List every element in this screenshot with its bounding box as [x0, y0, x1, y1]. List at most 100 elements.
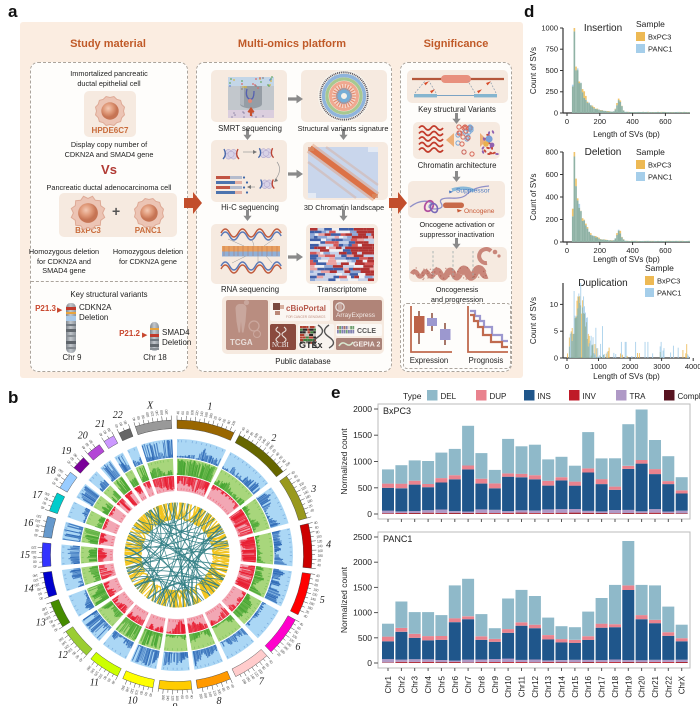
svg-text:120: 120: [170, 695, 174, 701]
svg-text:80: 80: [88, 439, 93, 444]
svg-text:120: 120: [150, 411, 155, 417]
svg-text:80: 80: [49, 619, 54, 624]
svg-text:Chr2: Chr2: [397, 675, 406, 693]
svg-text:140: 140: [89, 667, 95, 674]
svg-text:Complex: Complex: [678, 392, 700, 401]
svg-text:140: 140: [310, 597, 316, 602]
svg-text:80: 80: [315, 530, 319, 535]
svg-text:160: 160: [120, 684, 126, 691]
svg-text:60: 60: [70, 456, 75, 461]
svg-text:80: 80: [37, 587, 42, 592]
svg-text:40: 40: [98, 432, 103, 437]
svg-text:160: 160: [204, 412, 209, 418]
svg-text:100: 100: [45, 615, 52, 621]
svg-text:17: 17: [32, 490, 43, 501]
svg-text:40: 40: [241, 427, 246, 432]
svg-text:140: 140: [249, 673, 255, 680]
svg-text:120: 120: [129, 688, 135, 694]
svg-text:40: 40: [268, 659, 273, 664]
svg-text:500: 500: [358, 633, 372, 643]
svg-text:120: 120: [253, 671, 259, 678]
svg-text:40: 40: [189, 695, 193, 699]
svg-text:120: 120: [93, 670, 99, 677]
svg-text:40: 40: [299, 622, 304, 627]
svg-text:18: 18: [46, 465, 56, 476]
svg-text:60: 60: [296, 626, 301, 631]
svg-text:60: 60: [265, 662, 270, 667]
svg-text:80: 80: [44, 496, 49, 501]
svg-text:100: 100: [31, 550, 37, 554]
svg-text:Chr16: Chr16: [584, 675, 593, 697]
svg-text:140: 140: [32, 573, 38, 578]
svg-text:Chr8: Chr8: [477, 675, 486, 693]
svg-text:22: 22: [113, 410, 123, 421]
svg-text:0: 0: [367, 509, 372, 519]
svg-text:Chr15: Chr15: [571, 675, 580, 697]
svg-text:7: 7: [259, 676, 265, 687]
svg-text:80: 80: [107, 427, 112, 432]
svg-text:ChrX: ChrX: [678, 675, 687, 694]
svg-text:Suppressor: Suppressor: [456, 188, 491, 195]
svg-text:1500: 1500: [353, 582, 372, 592]
svg-text:5: 5: [320, 595, 325, 606]
svg-text:40: 40: [111, 680, 116, 685]
svg-text:40: 40: [78, 657, 83, 662]
svg-text:60: 60: [222, 418, 227, 423]
svg-text:60: 60: [33, 560, 37, 564]
svg-text:ArrayExpress: ArrayExpress: [336, 312, 376, 319]
svg-text:13: 13: [36, 618, 46, 629]
svg-text:100: 100: [97, 673, 103, 680]
svg-text:40: 40: [303, 614, 308, 619]
svg-text:60: 60: [106, 678, 111, 683]
svg-text:180: 180: [307, 605, 314, 611]
svg-text:Chr22: Chr22: [664, 675, 673, 697]
svg-text:60: 60: [35, 528, 39, 533]
svg-text:100: 100: [298, 481, 305, 487]
svg-text:60: 60: [102, 429, 107, 434]
svg-text:120: 120: [64, 643, 71, 650]
svg-text:60: 60: [278, 455, 283, 460]
svg-text:3: 3: [310, 484, 316, 495]
svg-text:INS: INS: [538, 392, 551, 401]
svg-text:140: 140: [125, 686, 131, 692]
svg-text:140: 140: [261, 438, 267, 445]
svg-text:4: 4: [326, 540, 331, 551]
svg-text:100: 100: [285, 461, 292, 468]
svg-text:X: X: [146, 400, 154, 411]
svg-text:Oncogene: Oncogene: [464, 208, 495, 215]
svg-text:Chr9: Chr9: [491, 675, 500, 693]
svg-text:Chr13: Chr13: [544, 675, 553, 697]
svg-text:20: 20: [276, 652, 281, 657]
svg-text:12: 12: [58, 650, 68, 661]
svg-text:80: 80: [180, 695, 184, 699]
svg-text:1500: 1500: [353, 430, 372, 440]
svg-text:6: 6: [295, 642, 300, 653]
svg-text:BxPC3: BxPC3: [383, 406, 411, 416]
svg-text:80: 80: [35, 523, 39, 528]
svg-text:140: 140: [208, 691, 213, 697]
svg-text:60: 60: [315, 525, 319, 530]
svg-text:160: 160: [86, 664, 92, 671]
svg-text:10: 10: [128, 695, 138, 706]
svg-text:40: 40: [218, 417, 223, 422]
svg-text:20: 20: [213, 416, 218, 421]
svg-text:21: 21: [95, 419, 105, 430]
svg-text:140: 140: [166, 695, 170, 701]
svg-text:120: 120: [195, 410, 200, 416]
svg-text:120: 120: [317, 539, 323, 543]
svg-text:160: 160: [265, 441, 272, 448]
svg-text:80: 80: [141, 414, 146, 419]
svg-text:40: 40: [39, 596, 44, 601]
svg-text:40: 40: [34, 533, 38, 538]
svg-text:80: 80: [139, 690, 144, 695]
svg-text:120: 120: [212, 690, 217, 696]
svg-text:Chr20: Chr20: [638, 675, 647, 697]
svg-text:160: 160: [245, 676, 251, 683]
svg-text:Chr5: Chr5: [437, 675, 446, 693]
svg-text:80: 80: [186, 411, 190, 415]
svg-text:160: 160: [317, 549, 322, 553]
svg-text:2500: 2500: [353, 532, 372, 542]
svg-text:140: 140: [155, 410, 160, 416]
svg-text:100: 100: [257, 668, 263, 675]
svg-text:NCBI: NCBI: [272, 341, 289, 349]
